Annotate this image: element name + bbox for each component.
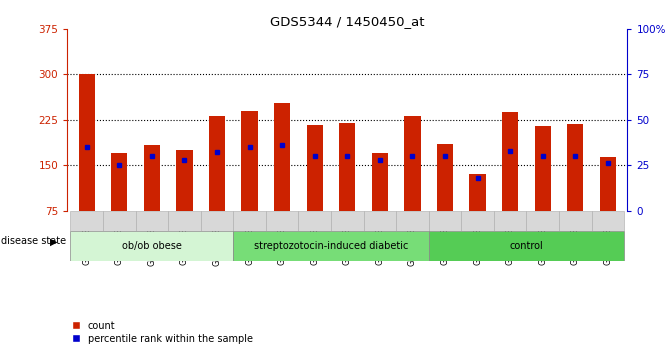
Text: ▶: ▶ (50, 236, 57, 246)
Bar (274, 103, 291, 211)
Bar (600, 157, 616, 211)
Text: disease state: disease state (1, 236, 66, 246)
Bar (567, 124, 583, 211)
Text: control: control (509, 241, 544, 251)
Bar (234, 231, 429, 261)
Bar (331, 211, 364, 231)
Bar (494, 211, 527, 231)
Bar (372, 153, 388, 211)
Bar (527, 211, 559, 231)
Bar (144, 145, 160, 211)
Bar (176, 150, 193, 211)
Bar (299, 211, 331, 231)
Bar (437, 144, 453, 211)
Bar (339, 123, 356, 211)
Bar (111, 153, 127, 211)
Bar (234, 211, 266, 231)
Bar (364, 211, 396, 231)
Bar (168, 211, 201, 231)
Bar (429, 231, 624, 261)
Bar (242, 111, 258, 211)
Bar (70, 231, 234, 261)
Bar (502, 112, 518, 211)
Bar (592, 211, 624, 231)
Bar (136, 211, 168, 231)
Bar (70, 211, 103, 231)
Bar (470, 174, 486, 211)
Bar (266, 211, 299, 231)
Bar (209, 115, 225, 211)
Bar (103, 211, 136, 231)
Bar (396, 211, 429, 231)
Title: GDS5344 / 1450450_at: GDS5344 / 1450450_at (270, 15, 425, 28)
Bar (429, 211, 461, 231)
Text: ob/ob obese: ob/ob obese (122, 241, 182, 251)
Text: streptozotocin-induced diabetic: streptozotocin-induced diabetic (254, 241, 408, 251)
Bar (559, 211, 592, 231)
Bar (307, 125, 323, 211)
Bar (79, 74, 95, 211)
Bar (201, 211, 234, 231)
Bar (461, 211, 494, 231)
Bar (404, 115, 421, 211)
Bar (535, 126, 551, 211)
Legend: count, percentile rank within the sample: count, percentile rank within the sample (72, 321, 252, 344)
